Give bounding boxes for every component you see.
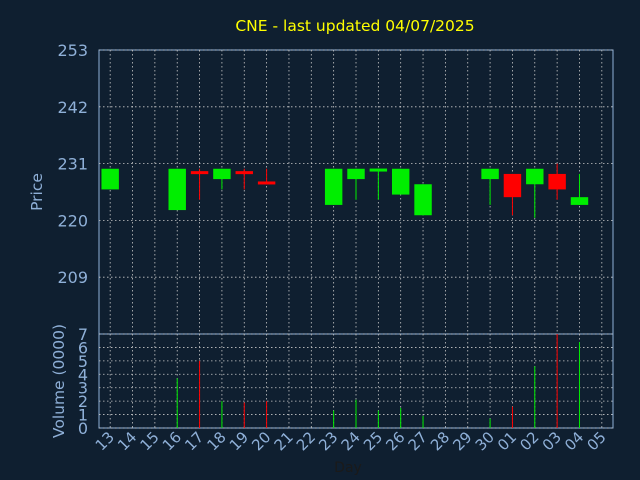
- volume-tick-label: 4: [78, 365, 88, 384]
- candle-body: [324, 168, 343, 205]
- price-tick-labels: 209 220 231 242 253: [57, 41, 88, 287]
- candle: [481, 168, 499, 205]
- candle-body: [369, 168, 388, 172]
- candle: [526, 168, 544, 218]
- chart-title: CNE - last updated 04/07/2025: [235, 17, 474, 35]
- candle: [213, 168, 231, 190]
- volume-tick-label: 7: [78, 325, 88, 344]
- candle: [570, 173, 589, 205]
- candle-body: [347, 168, 365, 180]
- volume-tick-label: 3: [78, 379, 88, 398]
- candle: [190, 168, 209, 200]
- volume-axis-label: Volume (0000): [50, 324, 68, 438]
- candle: [235, 168, 253, 190]
- x-axis-label: Day: [334, 460, 362, 476]
- volume-tick-label: 0: [78, 419, 88, 438]
- candle-body: [257, 181, 276, 185]
- candle-body: [235, 171, 253, 175]
- volume-tick-label: 6: [78, 338, 88, 357]
- candle: [324, 168, 343, 205]
- candle: [369, 168, 388, 200]
- price-tick-label: 209: [57, 268, 88, 287]
- candle-body: [168, 168, 186, 211]
- candle: [503, 173, 522, 216]
- candle-body: [570, 197, 589, 205]
- candle-body: [503, 173, 522, 198]
- candle-body: [548, 173, 566, 190]
- price-tick-label: 253: [57, 41, 88, 60]
- x-tick-labels: 1314151617181920212223242526272829300102…: [92, 428, 610, 454]
- candle: [257, 168, 276, 185]
- volume-tick-label: 2: [78, 392, 88, 411]
- candle: [101, 168, 119, 190]
- candle-body: [526, 168, 544, 185]
- candle: [347, 168, 365, 200]
- price-tick-label: 220: [57, 211, 88, 230]
- candle-body: [101, 168, 119, 190]
- candle-body: [391, 168, 410, 195]
- price-tick-label: 242: [57, 98, 88, 117]
- candle: [548, 163, 566, 200]
- price-axis-label: Price: [28, 173, 46, 211]
- candle: [168, 168, 186, 211]
- volume-layer: [176, 334, 580, 428]
- candle-body: [213, 168, 231, 180]
- volume-tick-label: 5: [78, 352, 88, 371]
- volume-tick-label: 1: [78, 406, 88, 425]
- candle-body: [414, 184, 432, 216]
- candle-body: [481, 168, 499, 180]
- x-grid: [109, 50, 603, 428]
- candles-layer: [101, 163, 589, 218]
- price-tick-label: 231: [57, 155, 88, 174]
- candle: [391, 168, 410, 195]
- candle: [414, 184, 432, 216]
- candle-body: [190, 171, 209, 175]
- x-tick-label: 05: [583, 428, 609, 454]
